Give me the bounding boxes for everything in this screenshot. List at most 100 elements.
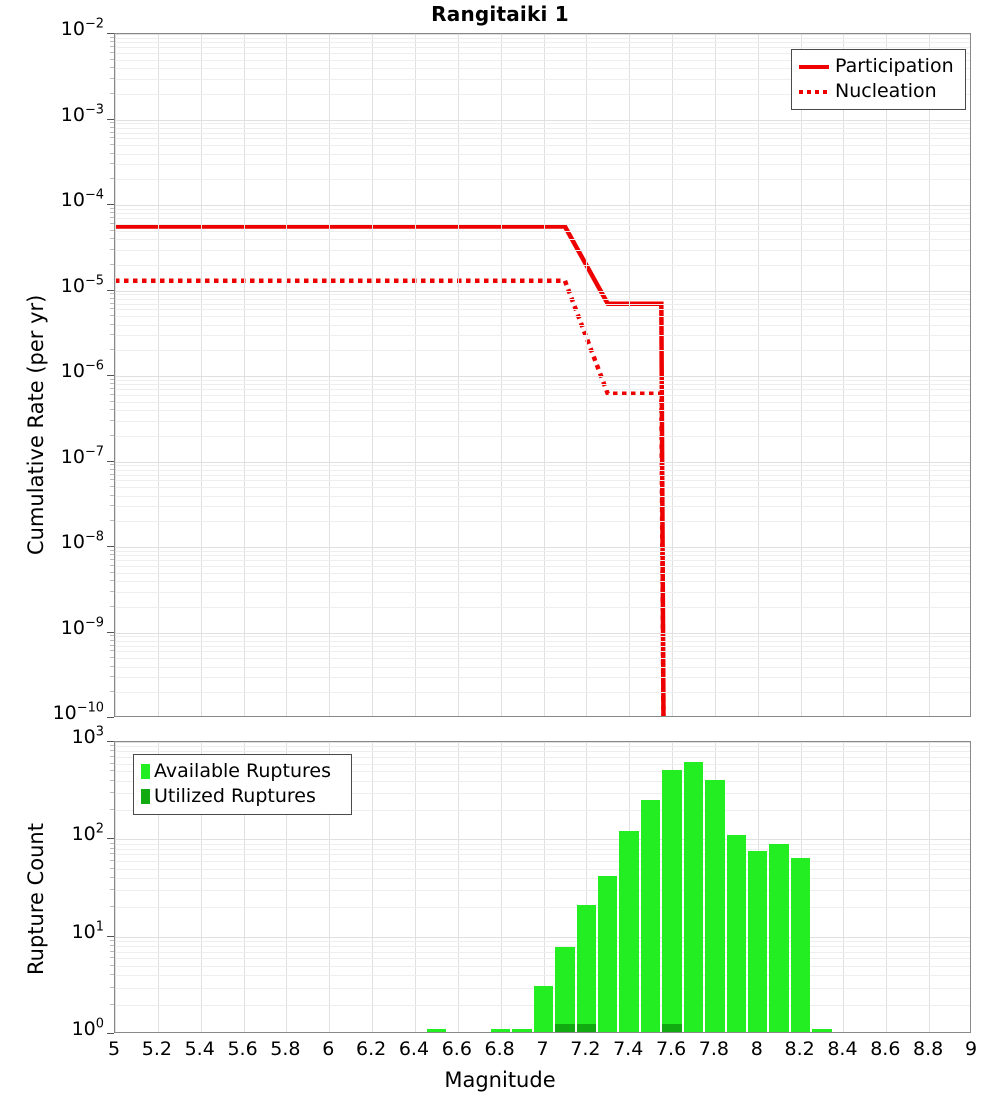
gridline-horizontal — [115, 849, 970, 850]
gridline-vertical — [929, 742, 930, 1032]
gridline-vertical — [115, 742, 116, 1032]
y-tick-mark-minor — [110, 132, 114, 133]
bar-available-ruptures — [726, 835, 747, 1032]
gridline-vertical — [801, 34, 802, 716]
gridline-vertical — [458, 742, 459, 1032]
gridline-vertical — [372, 34, 373, 716]
gridline-vertical — [244, 742, 245, 1032]
bar-utilized-ruptures — [576, 1024, 597, 1032]
x-tick-label: 7.8 — [698, 1038, 729, 1060]
y-tick-mark — [107, 375, 114, 376]
top-y-axis-label: Cumulative Rate (per yr) — [24, 294, 48, 555]
gridline-horizontal — [115, 154, 970, 155]
gridline-horizontal — [115, 667, 970, 668]
y-tick-mark-minor — [110, 640, 114, 641]
y-tick-mark-minor — [110, 987, 114, 988]
gridline-horizontal — [115, 350, 970, 351]
gridline-horizontal — [115, 751, 970, 752]
y-tick-label: 10−6 — [60, 358, 104, 382]
x-tick-label: 6 — [322, 1038, 335, 1060]
bar-available-ruptures — [555, 946, 575, 1032]
y-tick-mark-minor — [110, 153, 114, 154]
bar-available-ruptures — [533, 985, 554, 1032]
y-tick-label: 102 — [71, 822, 104, 846]
legend-item-nucleation[interactable]: Nucleation — [799, 79, 958, 104]
gridline-horizontal — [115, 692, 970, 693]
gridline-vertical — [544, 742, 545, 1032]
gridline-horizontal — [115, 937, 970, 938]
gridline-horizontal — [115, 573, 970, 574]
y-tick-mark-minor — [110, 657, 114, 658]
x-tick-label: 8 — [750, 1038, 763, 1060]
gridline-vertical — [843, 742, 844, 1032]
gridline-horizontal — [115, 164, 970, 165]
y-tick-mark-minor — [110, 520, 114, 521]
gridline-vertical — [929, 34, 930, 716]
gridline-horizontal — [115, 145, 970, 146]
rate-curves — [115, 224, 666, 716]
y-tick-label: 10−7 — [60, 444, 104, 468]
bar-available-ruptures — [640, 800, 661, 1032]
y-tick-mark-minor — [110, 877, 114, 878]
y-tick-mark — [107, 546, 114, 547]
participation-curve — [115, 224, 666, 716]
dotted-line-icon — [799, 89, 829, 94]
gridline-horizontal — [115, 946, 970, 947]
legend-item-participation[interactable]: Participation — [799, 54, 958, 79]
gridline-horizontal — [115, 742, 970, 743]
x-tick-label: 6.2 — [355, 1038, 387, 1060]
bar-available-ruptures — [683, 761, 704, 1032]
available-color-swatch — [141, 764, 150, 779]
y-tick-mark-minor — [110, 122, 114, 123]
gridline-horizontal — [115, 592, 970, 593]
legend-item-available[interactable]: Available Ruptures — [141, 759, 344, 784]
gridline-horizontal — [115, 335, 970, 336]
gridline-horizontal — [115, 966, 970, 967]
gridline-vertical — [158, 742, 159, 1032]
legend-label: Nucleation — [835, 80, 937, 102]
gridline-horizontal — [115, 496, 970, 497]
y-tick-label: 101 — [71, 919, 104, 943]
solid-line-icon — [799, 64, 829, 69]
y-tick-mark-minor — [110, 565, 114, 566]
x-tick-label: 6.6 — [441, 1038, 472, 1060]
y-tick-mark-minor — [110, 750, 114, 751]
y-tick-mark — [107, 838, 114, 839]
gridline-horizontal — [115, 975, 970, 976]
y-tick-mark — [107, 204, 114, 205]
gridline-vertical — [458, 34, 459, 716]
x-tick-label: 8.8 — [913, 1038, 944, 1060]
y-tick-label: 10−4 — [60, 187, 104, 211]
y-tick-label: 10−2 — [60, 16, 104, 40]
gridline-horizontal — [115, 941, 970, 942]
gridline-horizontal — [115, 60, 970, 61]
y-tick-mark-minor — [110, 572, 114, 573]
legend-item-utilized[interactable]: Utilized Ruptures — [141, 784, 344, 809]
gridline-horizontal — [115, 123, 970, 124]
bar-available-ruptures — [769, 844, 789, 1032]
gridline-vertical — [286, 34, 287, 716]
y-tick-mark — [107, 741, 114, 742]
gridline-horizontal — [115, 421, 970, 422]
gridline-horizontal — [115, 94, 970, 95]
bar-available-ruptures — [790, 857, 811, 1032]
y-tick-label: 10−3 — [60, 102, 104, 126]
figure-title: Rangitaiki 1 — [431, 2, 569, 26]
y-tick-mark-minor — [110, 951, 114, 952]
y-tick-mark-minor — [110, 230, 114, 231]
legend-label: Participation — [835, 55, 954, 77]
gridline-vertical — [415, 742, 416, 1032]
bar-available-ruptures — [619, 831, 639, 1032]
gridline-horizontal — [115, 224, 970, 225]
y-tick-label: 10−5 — [60, 273, 104, 297]
gridline-horizontal — [115, 844, 970, 845]
y-tick-mark-minor — [110, 238, 114, 239]
y-tick-mark-minor — [110, 469, 114, 470]
gridline-horizontal — [115, 209, 970, 210]
x-tick-label: 8.2 — [784, 1038, 815, 1060]
gridline-horizontal — [115, 265, 970, 266]
y-tick-mark — [107, 717, 114, 718]
y-tick-mark-minor — [110, 666, 114, 667]
gridline-horizontal — [115, 179, 970, 180]
